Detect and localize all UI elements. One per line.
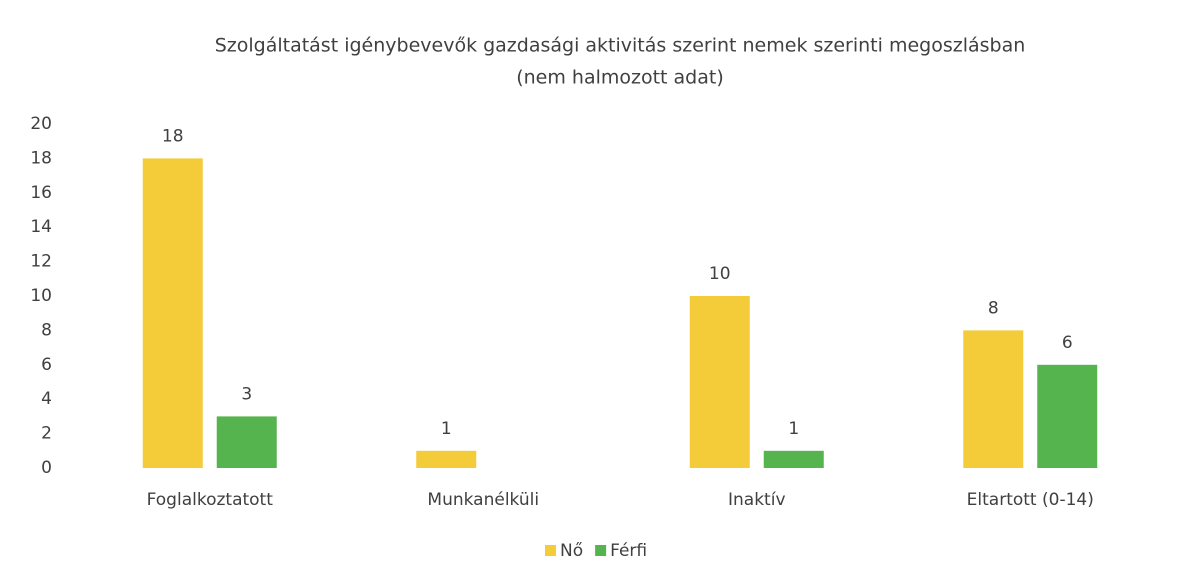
bar (216, 416, 277, 468)
bar (689, 296, 750, 468)
y-tick-label: 2 (41, 424, 52, 444)
data-label: 18 (162, 126, 184, 146)
x-tick-label: Eltartott (0-14) (967, 490, 1094, 510)
legend-swatch (595, 545, 607, 556)
bar (142, 158, 203, 468)
y-tick-label: 14 (30, 217, 52, 237)
legend-label: Nő (560, 541, 583, 561)
y-tick-label: 12 (30, 252, 52, 272)
y-tick-label: 10 (30, 286, 52, 306)
chart-title: Szolgáltatást igénybevevők gazdasági akt… (215, 35, 1026, 57)
y-tick-label: 6 (41, 355, 52, 375)
y-tick-label: 20 (30, 114, 52, 134)
data-label: 1 (441, 419, 452, 439)
data-label: 6 (1062, 333, 1073, 353)
y-tick-label: 8 (41, 320, 52, 340)
legend-label: Férfi (610, 541, 647, 561)
y-tick-label: 4 (41, 389, 52, 409)
y-tick-label: 16 (30, 183, 52, 203)
x-tick-label: Inaktív (728, 490, 786, 510)
chart-subtitle: (nem halmozott adat) (516, 67, 724, 89)
y-tick-label: 0 (41, 458, 52, 478)
data-label: 3 (241, 384, 252, 404)
y-tick-label: 18 (30, 148, 52, 168)
legend-swatch (545, 545, 556, 556)
bar (763, 450, 824, 468)
data-label: 1 (788, 419, 799, 439)
x-tick-label: Foglalkoztatott (147, 490, 274, 510)
data-label: 10 (709, 264, 731, 284)
bar (416, 450, 477, 468)
data-label: 8 (988, 298, 999, 318)
x-tick-label: Munkanélküli (427, 490, 539, 510)
bar (963, 330, 1024, 468)
bar (1037, 364, 1098, 468)
